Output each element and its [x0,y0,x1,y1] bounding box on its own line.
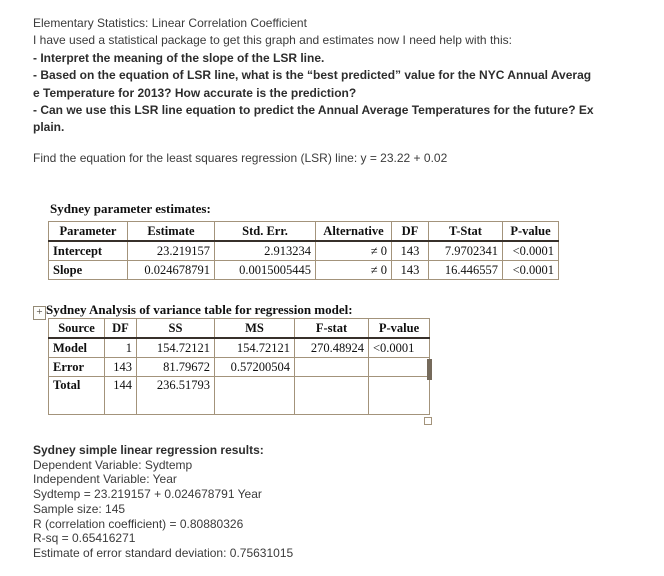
parameter-table-title: Sydney parameter estimates: [50,201,211,216]
anova-table: Source DF SS MS F-stat P-value Model 1 1… [48,318,430,415]
col-header-ms: MS [214,318,295,339]
cell-parameter: Intercept [48,240,128,261]
page-title: Elementary Statistics: Linear Correlatio… [33,16,307,30]
cell-t-stat: 7.9702341 [428,240,503,261]
results-line-equation: Sydtemp = 23.219157 + 0.024678791 Year [33,487,262,502]
cell-p-value: <0.0001 [502,240,559,261]
cell-std-err: 0.0015005445 [214,260,316,280]
cell-df: 144 [104,376,137,415]
cell-parameter: Slope [48,260,128,280]
question-bullet: plain. [33,120,65,135]
cell-estimate: 0.024678791 [127,260,215,280]
cell-df: 143 [391,240,429,261]
col-header-std-err: Std. Err. [214,221,316,242]
question-bullet: - Can we use this LSR line equation to p… [33,102,594,117]
param-row-intercept: Intercept 23.219157 2.913234 ≠ 0 143 7.9… [48,240,559,261]
cell-estimate: 23.219157 [127,240,215,261]
col-header-parameter: Parameter [48,221,128,242]
results-line-dependent: Dependent Variable: Sydtemp [33,457,193,472]
cell-df: 143 [104,357,137,377]
cell-alternative: ≠ 0 [315,260,392,280]
cell-f-stat [294,376,369,415]
question-bullet: - Based on the equation of LSR line, wha… [33,68,592,83]
col-header-alternative: Alternative [315,221,392,242]
cell-source: Error [48,357,105,377]
col-header-estimate: Estimate [127,221,215,242]
question-bullet: - Interpret the meaning of the slope of … [33,50,325,65]
cell-df: 1 [104,337,137,358]
param-header-row: Parameter Estimate Std. Err. Alternative… [48,221,559,242]
cell-source: Model [48,337,105,358]
parameter-estimates-table: Parameter Estimate Std. Err. Alternative… [48,221,559,280]
question-block: Elementary Statistics: Linear Correlatio… [33,15,648,167]
col-header-df: DF [104,318,137,339]
cell-df: 143 [391,260,429,280]
cell-std-err: 2.913234 [214,240,316,261]
results-line-sample-size: Sample size: 145 [33,501,126,516]
cell-t-stat: 16.446557 [428,260,503,280]
col-header-source: Source [48,318,105,339]
table-move-icon[interactable]: + [33,306,46,320]
param-row-slope: Slope 0.024678791 0.0015005445 ≠ 0 143 1… [48,260,559,280]
cell-ms: 154.72121 [214,337,295,358]
col-header-t-stat: T-Stat [428,221,503,242]
cell-source: Total [48,376,105,415]
cell-p-value: <0.0001 [502,260,559,280]
results-line-independent: Independent Variable: Year [33,472,177,487]
results-line-r-sq: R-sq = 0.65416271 [33,531,136,546]
find-equation-line: Find the equation for the least squares … [33,150,448,165]
resize-handle[interactable] [424,417,432,425]
results-line-error-sd: Estimate of error standard deviation: 0.… [33,545,294,560]
cell-f-stat: 270.48924 [294,337,369,358]
cell-alternative: ≠ 0 [315,240,392,261]
cell-p-value [368,357,430,377]
cell-p-value: <0.0001 [368,337,430,358]
results-title: Sydney simple linear regression results: [33,443,264,457]
anova-table-title: Sydney Analysis of variance table for re… [46,302,353,317]
cell-ss: 154.72121 [136,337,215,358]
cell-ss: 81.79672 [136,357,215,377]
col-header-ss: SS [136,318,215,339]
regression-results-block: Sydney simple linear regression results:… [33,443,453,561]
anova-header-row: Source DF SS MS F-stat P-value [48,318,430,339]
question-intro: I have used a statistical package to get… [33,33,512,48]
col-header-f-stat: F-stat [294,318,369,339]
anova-row-error: Error 143 81.79672 0.57200504 [48,357,430,377]
cell-ss: 236.51793 [136,376,215,415]
scrollbar-thumb[interactable] [427,359,432,380]
col-header-df: DF [391,221,429,242]
col-header-p-value: P-value [368,318,430,339]
results-line-r: R (correlation coefficient) = 0.80880326 [33,516,244,531]
col-header-p-value: P-value [502,221,559,242]
cell-p-value [368,376,430,415]
anova-row-model: Model 1 154.72121 154.72121 270.48924 <0… [48,337,430,358]
cell-ms: 0.57200504 [214,357,295,377]
cell-f-stat [294,357,369,377]
question-bullet: e Temperature for 2013? How accurate is … [33,85,357,100]
cell-ms [214,376,295,415]
anova-row-total: Total 144 236.51793 [48,376,430,415]
